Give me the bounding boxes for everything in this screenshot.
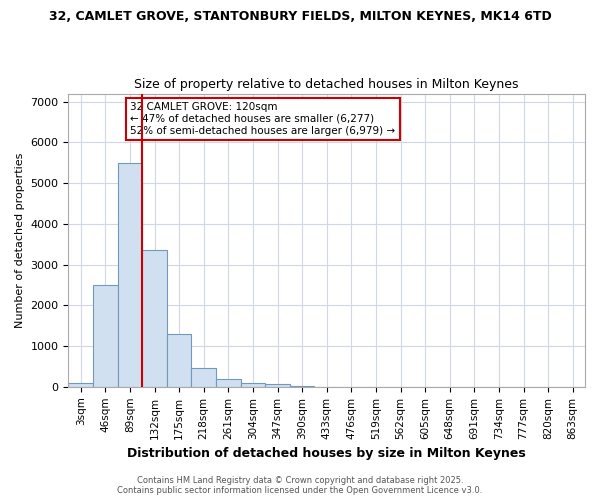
- Y-axis label: Number of detached properties: Number of detached properties: [15, 152, 25, 328]
- Bar: [290, 386, 314, 387]
- Bar: [216, 378, 241, 387]
- Bar: [68, 382, 93, 387]
- Bar: [265, 384, 290, 387]
- Bar: [93, 285, 118, 387]
- Text: 32, CAMLET GROVE, STANTONBURY FIELDS, MILTON KEYNES, MK14 6TD: 32, CAMLET GROVE, STANTONBURY FIELDS, MI…: [49, 10, 551, 23]
- X-axis label: Distribution of detached houses by size in Milton Keynes: Distribution of detached houses by size …: [127, 447, 526, 460]
- Text: 32 CAMLET GROVE: 120sqm
← 47% of detached houses are smaller (6,277)
52% of semi: 32 CAMLET GROVE: 120sqm ← 47% of detache…: [130, 102, 395, 136]
- Bar: [118, 163, 142, 387]
- Title: Size of property relative to detached houses in Milton Keynes: Size of property relative to detached ho…: [134, 78, 519, 91]
- Bar: [241, 382, 265, 387]
- Bar: [142, 250, 167, 387]
- Bar: [167, 334, 191, 387]
- Bar: [191, 368, 216, 387]
- Text: Contains HM Land Registry data © Crown copyright and database right 2025.
Contai: Contains HM Land Registry data © Crown c…: [118, 476, 482, 495]
